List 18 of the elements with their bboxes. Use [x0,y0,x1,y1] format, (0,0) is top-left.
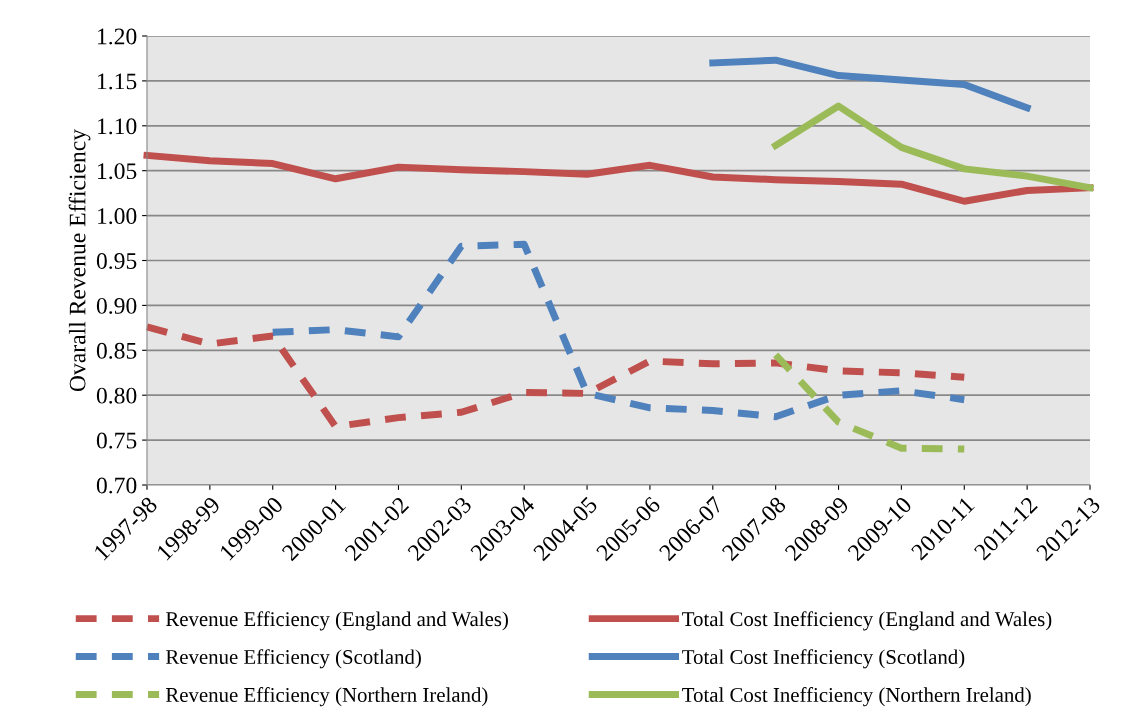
legend-label: Total Cost Inefficiency (Scotland) [682,649,965,669]
y-tick-label: 0.80 [96,387,137,404]
legend-label: Revenue Efficiency (Northern Ireland) [165,687,488,707]
y-tick-label: 0.90 [96,297,137,314]
legend-label: Total Cost Inefficiency (Northern Ireland) [682,687,1031,707]
legend-label: Revenue Efficiency (Scotland) [165,649,421,669]
y-tick-label: 1.20 [98,28,137,45]
y-axis-title: Ovarall Revenue Efficiency [68,129,91,392]
legend-label: Total Cost Inefficiency (England and Wales) [682,611,1052,631]
y-tick-label: 0.70 [96,477,137,494]
y-tick-label: 0.95 [96,252,137,270]
y-tick-label: 1.00 [98,208,137,225]
y-tick-label: 0.85 [96,342,137,359]
y-tick-label: 1.10 [98,118,137,135]
y-tick-label: 0.75 [96,432,137,449]
y-tick-label: 1.05 [98,163,137,180]
y-tick-label: 1.15 [98,73,137,90]
legend-label: Revenue Efficiency (England and Wales) [165,611,508,631]
